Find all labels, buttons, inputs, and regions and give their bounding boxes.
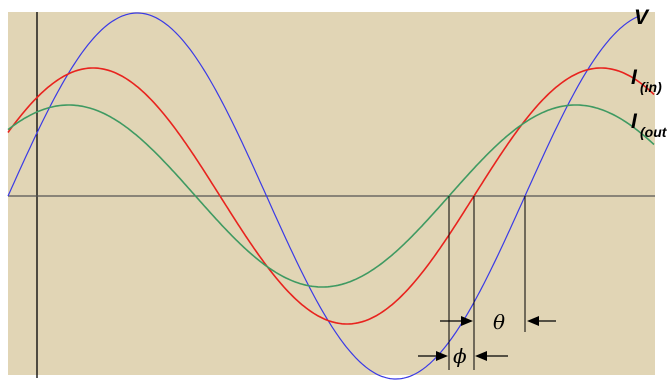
label-voltage: V xyxy=(634,6,650,29)
theta-symbol: θ xyxy=(493,310,505,334)
phi-arrows xyxy=(418,351,508,361)
label-current-out-sub: (out xyxy=(640,124,668,140)
phi-symbol: ϕ xyxy=(453,344,467,368)
voltage-curve xyxy=(7,12,641,380)
current-out-curve xyxy=(7,104,655,288)
theta-arrows xyxy=(440,316,556,326)
label-current-out: I xyxy=(631,110,638,133)
label-current-in: I xyxy=(631,66,638,89)
label-current-in-sub: (in) xyxy=(640,79,662,95)
current-in-curve xyxy=(7,67,655,325)
plot-background xyxy=(8,12,655,375)
